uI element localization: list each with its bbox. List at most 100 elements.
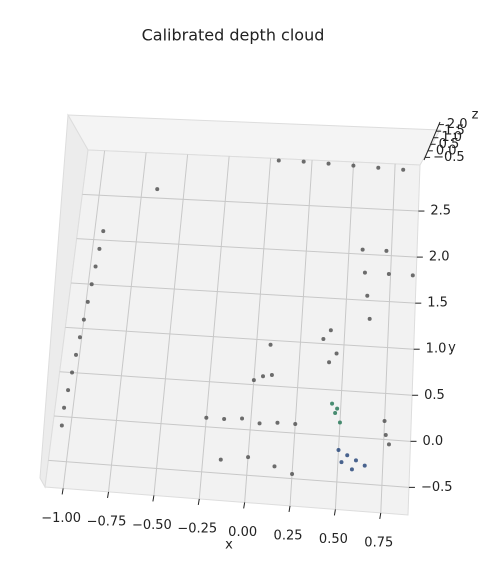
z-tick-label: −0.5 xyxy=(433,150,465,165)
x-tick xyxy=(197,498,200,505)
x-tick xyxy=(333,509,336,516)
point xyxy=(367,316,372,321)
grid-line xyxy=(289,160,313,506)
point xyxy=(382,419,387,424)
point xyxy=(376,165,381,170)
point xyxy=(386,271,391,276)
point xyxy=(261,374,265,379)
z-tick-label: 1.0 xyxy=(441,130,462,145)
point xyxy=(351,163,356,168)
point xyxy=(326,161,331,166)
point xyxy=(293,422,298,427)
point xyxy=(275,420,280,425)
y-tick-label: 2.5 xyxy=(430,204,451,219)
point xyxy=(77,335,82,340)
point xyxy=(70,370,75,375)
point xyxy=(336,447,341,452)
point xyxy=(268,342,273,347)
point xyxy=(365,293,370,298)
grid-line xyxy=(59,371,413,396)
point xyxy=(334,351,339,356)
point xyxy=(345,453,350,458)
point xyxy=(276,158,281,163)
x-tick xyxy=(107,491,110,498)
grid-line xyxy=(48,459,409,488)
point xyxy=(155,187,160,192)
point xyxy=(339,460,344,465)
point xyxy=(335,406,340,411)
y-axis-label: y xyxy=(448,341,456,356)
point xyxy=(301,159,306,164)
x-tick-label: −1.00 xyxy=(41,511,81,526)
z-tick-label: 1.5 xyxy=(444,124,465,139)
point xyxy=(360,247,365,252)
x-tick xyxy=(61,488,64,495)
grid-line xyxy=(76,238,417,258)
point xyxy=(328,328,333,333)
point xyxy=(59,423,64,428)
grid-line xyxy=(65,326,414,350)
chart-title: Calibrated depth cloud xyxy=(142,26,325,45)
z-tick-label: 0.5 xyxy=(439,137,460,152)
x-tick-label: 0.00 xyxy=(228,525,257,540)
point xyxy=(327,360,332,365)
y-tick-label: 1.0 xyxy=(426,342,447,357)
grid-line xyxy=(70,282,416,304)
point xyxy=(240,416,245,421)
point xyxy=(401,167,406,172)
point xyxy=(81,317,86,322)
x-tick-label: 0.50 xyxy=(319,532,348,547)
grid-line xyxy=(108,152,147,492)
point xyxy=(349,467,354,472)
y-tick-label: 0.0 xyxy=(423,434,444,449)
point xyxy=(384,248,389,253)
point xyxy=(362,463,367,468)
point xyxy=(101,229,106,234)
point xyxy=(204,415,209,420)
point xyxy=(321,336,326,341)
x-axis-label: x xyxy=(225,538,233,553)
x-tick-label: 0.75 xyxy=(364,535,393,550)
point xyxy=(290,472,295,477)
grid-line xyxy=(153,154,189,496)
z-tick-label: 2.0 xyxy=(447,117,468,132)
x-tick xyxy=(243,502,246,509)
y-tick-label: −0.5 xyxy=(421,480,453,495)
z-axis xyxy=(423,121,441,161)
x-tick xyxy=(288,505,291,512)
x-tick-label: −0.25 xyxy=(177,521,217,536)
point xyxy=(97,246,102,251)
y-tick-label: 2.0 xyxy=(429,250,450,265)
x-tick-label: −0.75 xyxy=(87,514,127,529)
grid-line xyxy=(380,163,396,513)
point xyxy=(89,282,94,287)
grid-line xyxy=(82,193,419,212)
grid-line xyxy=(198,156,230,499)
point xyxy=(362,270,367,275)
point xyxy=(93,264,98,269)
point xyxy=(333,411,338,416)
grid-line xyxy=(244,158,272,503)
y-tick-label: 1.5 xyxy=(427,296,448,311)
point xyxy=(246,455,251,460)
x-tick-label: −0.50 xyxy=(132,518,172,533)
grid-line xyxy=(54,415,411,442)
point xyxy=(62,405,67,410)
x-tick-label: 0.25 xyxy=(274,528,303,543)
point xyxy=(218,457,223,462)
y-tick-label: 0.5 xyxy=(424,388,445,403)
point xyxy=(222,417,227,422)
point xyxy=(85,299,90,304)
z-tick-label: 0.0 xyxy=(436,143,457,158)
point xyxy=(353,458,358,463)
point xyxy=(66,388,71,393)
floor-pane xyxy=(44,149,421,516)
point xyxy=(272,464,277,469)
point xyxy=(257,421,262,426)
point xyxy=(383,432,388,437)
point xyxy=(330,401,335,406)
point xyxy=(386,442,391,447)
point xyxy=(269,372,274,377)
point xyxy=(251,378,256,383)
